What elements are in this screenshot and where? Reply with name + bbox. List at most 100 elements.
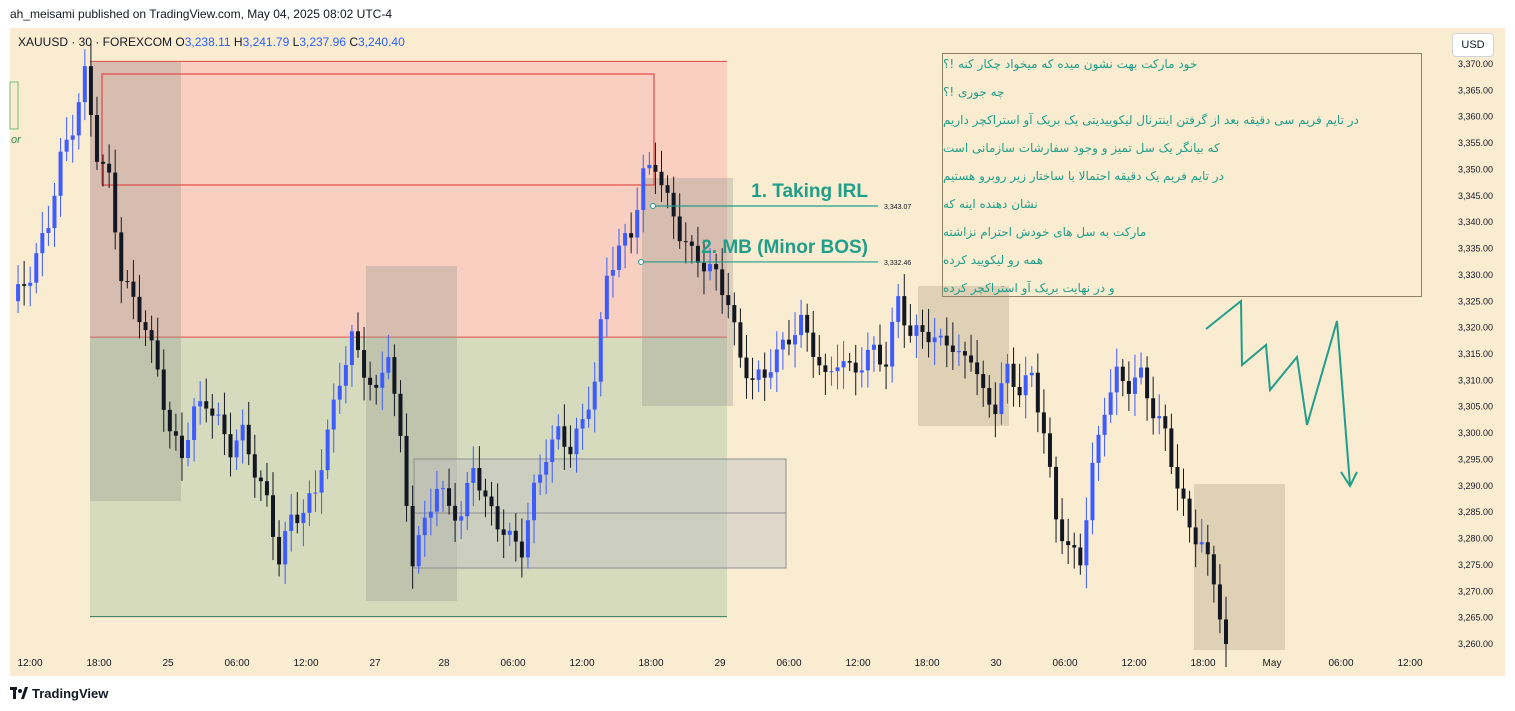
candle-body[interactable] [501, 529, 506, 535]
candle-body[interactable] [246, 424, 251, 455]
candle-body[interactable] [623, 233, 628, 246]
candle-body[interactable] [331, 399, 336, 430]
candle-body[interactable] [932, 337, 937, 343]
candle-body[interactable] [1126, 381, 1131, 394]
candle-body[interactable] [659, 171, 664, 186]
candle-body[interactable] [113, 172, 118, 233]
candle-body[interactable] [841, 361, 846, 368]
candle-body[interactable] [119, 232, 124, 282]
candle-body[interactable] [896, 296, 901, 322]
candle-body[interactable] [1145, 367, 1150, 399]
candle-body[interactable] [884, 364, 889, 367]
candle-body[interactable] [453, 505, 458, 521]
candle-body[interactable] [598, 319, 603, 382]
candle-body[interactable] [999, 383, 1004, 415]
candle-body[interactable] [82, 66, 87, 103]
candle-body[interactable] [295, 514, 300, 524]
candle-body[interactable] [1096, 434, 1101, 463]
candle-body[interactable] [374, 384, 379, 388]
candle-body[interactable] [155, 340, 160, 370]
candle-body[interactable] [865, 349, 870, 371]
candle-body[interactable] [708, 264, 713, 272]
candle-body[interactable] [519, 541, 524, 558]
candle-body[interactable] [22, 284, 27, 286]
candle-body[interactable] [240, 424, 245, 441]
candle-body[interactable] [1090, 462, 1095, 521]
candle-body[interactable] [610, 269, 615, 276]
candle-body[interactable] [738, 322, 743, 358]
candle-body[interactable] [677, 216, 682, 242]
candle-body[interactable] [689, 241, 694, 246]
candle-body[interactable] [647, 164, 652, 169]
candle-body[interactable] [143, 322, 148, 331]
candle-body[interactable] [234, 440, 239, 458]
candle-body[interactable] [975, 362, 980, 375]
candle-body[interactable] [1017, 386, 1022, 396]
candle-body[interactable] [210, 408, 215, 416]
candle-body[interactable] [34, 253, 39, 283]
candle-body[interactable] [88, 66, 93, 116]
candle-body[interactable] [513, 530, 518, 542]
candle-body[interactable] [823, 365, 828, 372]
candle-body[interactable] [173, 431, 178, 436]
candle-body[interactable] [125, 281, 130, 283]
candle-body[interactable] [410, 506, 415, 567]
candle-body[interactable] [950, 345, 955, 352]
candle-body[interactable] [969, 355, 974, 363]
candle-body[interactable] [556, 426, 561, 440]
candle-body[interactable] [1205, 542, 1210, 555]
candle-body[interactable] [525, 520, 530, 558]
candle-body[interactable] [1102, 414, 1107, 435]
candle-body[interactable] [368, 377, 373, 385]
candle-body[interactable] [1187, 498, 1192, 528]
candle-body[interactable] [1047, 433, 1052, 467]
candle-body[interactable] [538, 474, 543, 483]
candle-body[interactable] [1211, 554, 1216, 585]
candle-body[interactable] [835, 367, 840, 372]
candle-body[interactable] [726, 295, 731, 306]
candle-body[interactable] [222, 414, 227, 435]
candle-body[interactable] [617, 245, 621, 270]
candle-body[interactable] [793, 335, 798, 345]
candle-body[interactable] [750, 378, 755, 380]
candle-body[interactable] [416, 535, 421, 567]
candle-body[interactable] [107, 163, 112, 173]
candle-body[interactable] [362, 350, 367, 378]
candle-body[interactable] [786, 339, 791, 345]
candle-body[interactable] [319, 470, 324, 493]
candle-body[interactable] [198, 401, 203, 407]
candle-body[interactable] [58, 151, 63, 196]
candle-body[interactable] [228, 434, 233, 458]
candle-body[interactable] [944, 335, 949, 346]
candle-body[interactable] [459, 516, 464, 521]
candle-body[interactable] [471, 467, 476, 483]
candle-body[interactable] [1151, 398, 1156, 419]
candle-body[interactable] [665, 185, 670, 193]
candle-body[interactable] [714, 264, 719, 270]
symbol-name[interactable]: XAUUSD · 30 · FOREXCOM [18, 35, 173, 49]
candle-body[interactable] [76, 102, 81, 136]
candle-body[interactable] [271, 495, 276, 537]
candle-body[interactable] [1169, 428, 1174, 468]
candle-body[interactable] [192, 406, 197, 441]
candle-body[interactable] [149, 330, 154, 341]
candle-body[interactable] [987, 388, 992, 405]
candle-body[interactable] [495, 506, 500, 530]
candle-body[interactable] [16, 284, 21, 302]
candle-body[interactable] [483, 490, 488, 497]
candle-body[interactable] [137, 296, 142, 323]
candle-body[interactable] [956, 351, 961, 353]
candle-body[interactable] [216, 414, 221, 416]
candle-body[interactable] [289, 514, 294, 532]
candle-body[interactable] [1175, 467, 1180, 489]
candle-body[interactable] [629, 233, 634, 238]
candle-body[interactable] [1072, 545, 1077, 548]
candle-body[interactable] [574, 428, 579, 455]
candle-body[interactable] [28, 282, 33, 286]
candle-body[interactable] [40, 233, 45, 254]
candle-body[interactable] [1217, 584, 1222, 620]
candle-body[interactable] [920, 325, 925, 332]
candle-body[interactable] [695, 245, 700, 263]
candle-body[interactable] [981, 374, 986, 389]
